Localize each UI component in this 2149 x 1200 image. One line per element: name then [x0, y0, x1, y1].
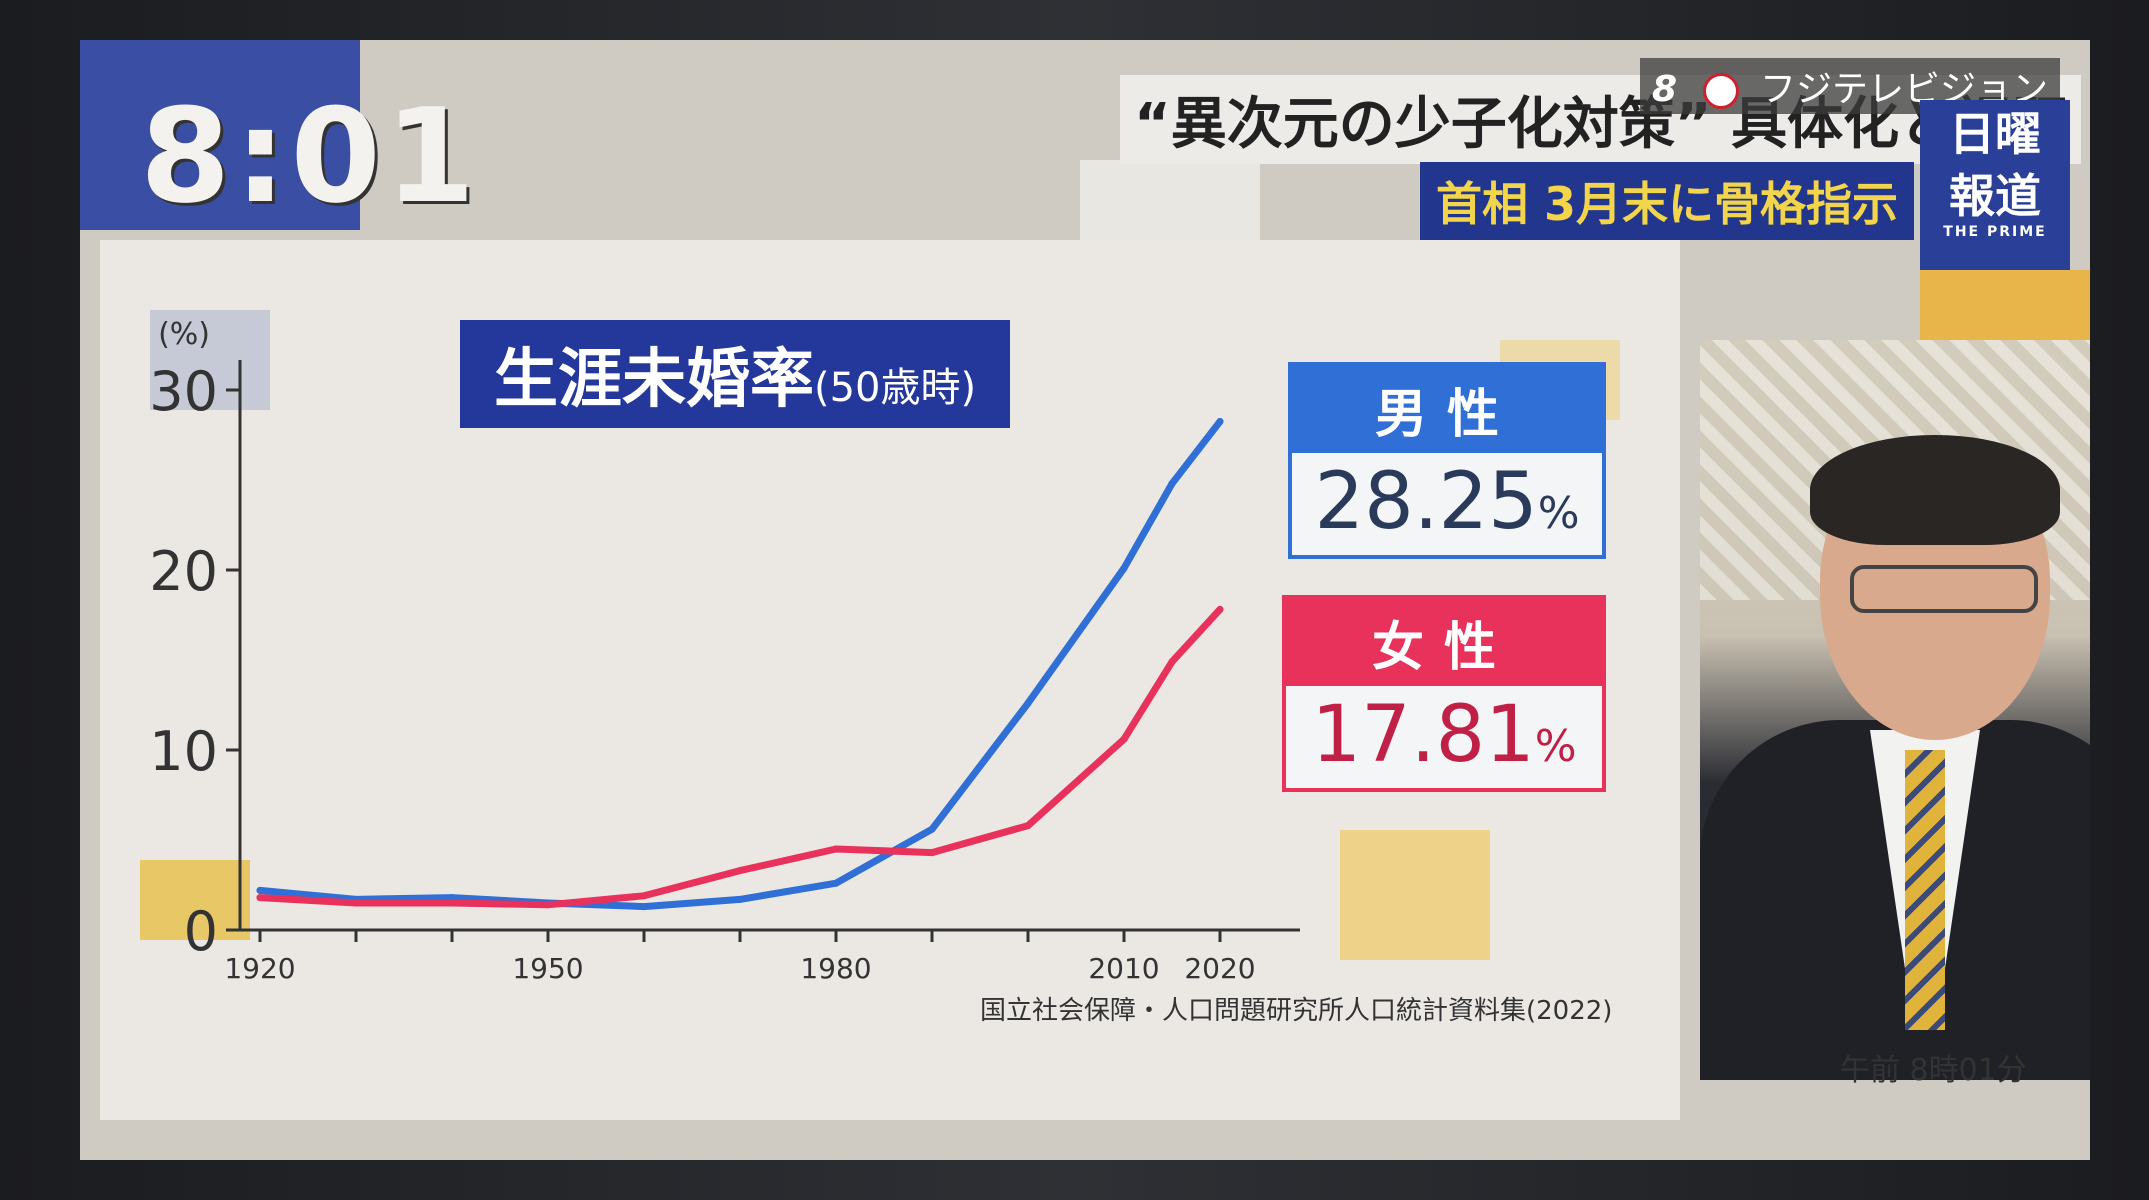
- clock: 8:01: [140, 80, 480, 232]
- male-value-unit: %: [1537, 488, 1580, 539]
- data-point-male: [448, 894, 456, 902]
- y-tick-label: 0: [184, 900, 218, 963]
- data-point-female: [256, 894, 264, 902]
- data-point-female: [928, 849, 936, 857]
- data-point-male: [640, 903, 648, 911]
- clock-background: [80, 40, 360, 230]
- broadcast-screen: 8:01 “異次元の少子化対策” 具体化と課題 首相 3月末に骨格指示 8 フジ…: [80, 40, 2090, 1160]
- chart-title-text: 生涯未婚率: [494, 343, 814, 417]
- y-tick-label: 20: [149, 540, 218, 603]
- data-point-male: [1216, 418, 1224, 425]
- data-point-female: [544, 901, 552, 909]
- presenter-video: [1700, 340, 2090, 1080]
- channel-badge: 8 フジテレビジョン: [1640, 58, 2060, 114]
- presenter-glasses: [1850, 565, 2038, 613]
- subheadline: 首相 3月末に骨格指示: [1420, 162, 1915, 240]
- y-tick-label: 10: [149, 720, 218, 783]
- male-value-number: 28.25: [1314, 457, 1538, 547]
- data-point-male: [256, 886, 264, 894]
- legend-male-value: 28.25%: [1292, 453, 1602, 555]
- data-point-female: [1024, 822, 1032, 830]
- data-point-female: [448, 899, 456, 907]
- program-line2: 報道: [1949, 169, 2041, 223]
- legend-male: 男性 28.25%: [1288, 362, 1606, 559]
- data-point-female: [640, 892, 648, 900]
- chart-source: 国立社会保障・人口問題研究所人口統計資料集(2022): [980, 996, 1613, 1026]
- data-point-female: [736, 867, 744, 875]
- program-line1: 日曜: [1949, 107, 2041, 161]
- line-chart: 0 10 20 30 (%) 1920 1950 1980 2010 2020: [149, 317, 1300, 985]
- timestamp: 午前 8時01分: [1840, 1053, 2027, 1088]
- chart-title: 生涯未婚率(50歳時): [460, 320, 1011, 428]
- data-point-female: [1168, 658, 1176, 666]
- data-point-male: [1024, 699, 1032, 707]
- legend-female-value: 17.81%: [1286, 686, 1602, 788]
- x-tick-label: 1980: [800, 952, 871, 985]
- data-point-female: [1216, 605, 1224, 613]
- data-point-male: [1120, 564, 1128, 572]
- presenter-tie: [1905, 750, 1945, 1030]
- data-point-male: [736, 895, 744, 903]
- data-point-male: [832, 879, 840, 887]
- y-axis-unit-label: (%): [158, 317, 210, 352]
- data-point-female: [832, 845, 840, 853]
- program-logo: 日曜 報道 THE PRIME: [1920, 100, 2070, 270]
- female-value-unit: %: [1534, 721, 1577, 772]
- data-point-male: [928, 825, 936, 833]
- decor-block: [150, 310, 270, 410]
- chart-subtitle: (50歳時): [814, 365, 977, 411]
- legend-female: 女性 17.81%: [1282, 595, 1606, 792]
- series-line-male: [256, 418, 1224, 911]
- data-point-female: [1120, 735, 1128, 743]
- legend-male-name: 男性: [1292, 366, 1602, 453]
- y-tick-label: 30: [149, 360, 218, 423]
- decor-block: [1080, 160, 1260, 250]
- decor-block: [1340, 830, 1490, 960]
- x-tick-label: 1920: [224, 952, 295, 985]
- fuji-logo-icon: [1702, 73, 1739, 109]
- program-tagline: THE PRIME: [1943, 224, 2047, 240]
- female-value-number: 17.81: [1311, 690, 1535, 780]
- channel-number: 8: [1652, 69, 1678, 110]
- data-point-male: [1168, 480, 1176, 488]
- x-tick-label: 2020: [1184, 952, 1255, 985]
- series-line-female: [256, 605, 1224, 909]
- x-tick-label: 1950: [512, 952, 583, 985]
- legend-female-name: 女性: [1286, 599, 1602, 686]
- presenter-hair: [1810, 435, 2060, 545]
- decor-block: [140, 860, 250, 940]
- decor-block: [1920, 270, 2090, 350]
- data-point-female: [352, 899, 360, 907]
- x-tick-label: 2010: [1088, 952, 1159, 985]
